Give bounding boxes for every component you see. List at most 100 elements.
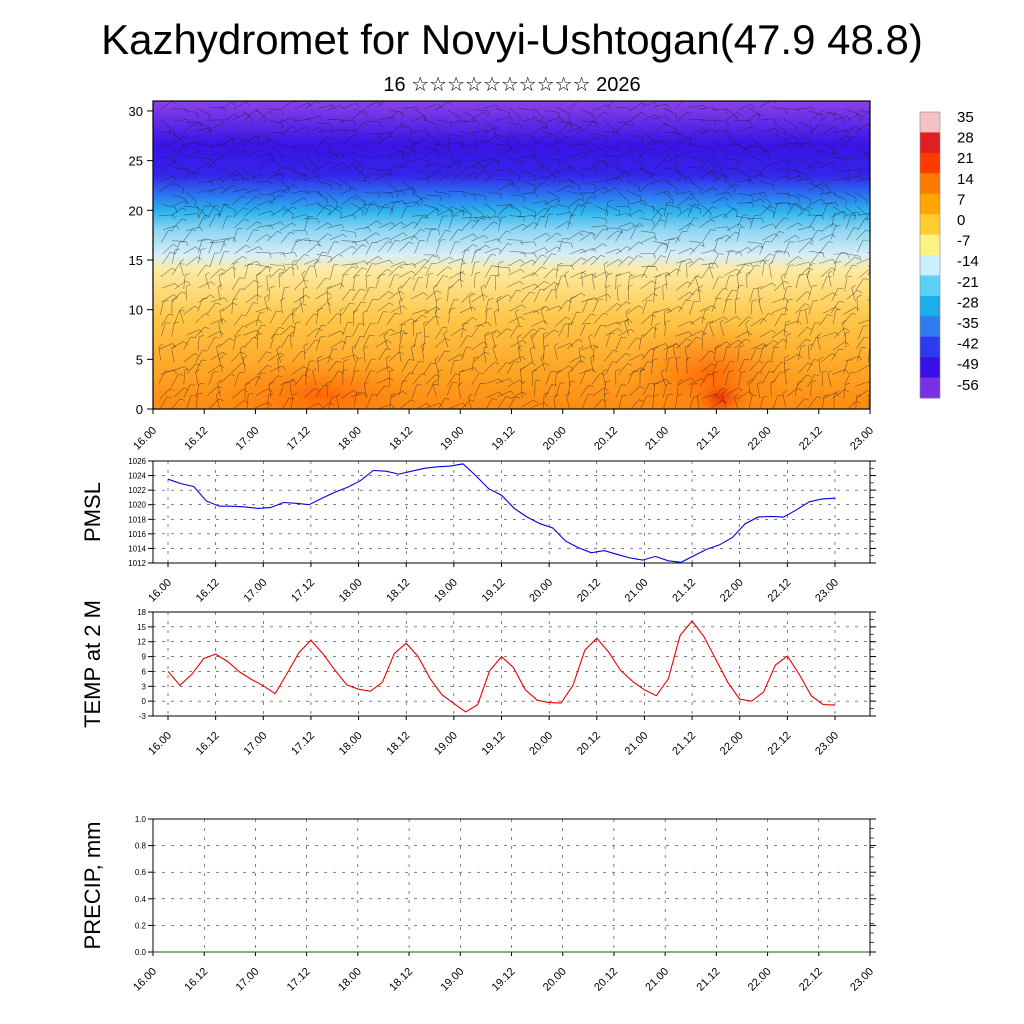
wind-barb [449, 229, 459, 241]
wind-barb [507, 259, 521, 267]
wind-barb [580, 148, 592, 160]
wind-barb-feather [736, 316, 741, 320]
wind-barb-feather [291, 214, 294, 220]
wind-barb-feather [352, 187, 357, 191]
wind-barb [557, 185, 570, 192]
wind-barb-feather [496, 329, 501, 334]
wind-barb-feather [172, 244, 178, 247]
wind-barb [327, 193, 339, 203]
wind-barb [689, 384, 693, 399]
wind-barb-feather [432, 255, 438, 258]
wind-barb [342, 336, 347, 351]
wind-barb [797, 206, 808, 217]
y-axis-title: PRECIP, mm [80, 822, 105, 950]
wind-barb-feather [859, 171, 862, 177]
wind-barb [798, 107, 813, 110]
wind-barb-feather [558, 305, 563, 310]
wind-barb-feather [593, 255, 598, 260]
wind-barb-feather [818, 161, 823, 165]
x-tick-label: 20.12 [592, 425, 620, 453]
wind-barb [401, 359, 409, 372]
wind-barb [160, 157, 175, 159]
wind-barb-feather [387, 172, 392, 177]
wind-barb-feather [797, 380, 803, 383]
wind-barb-feather [411, 270, 416, 275]
wind-barb-feather [219, 364, 225, 368]
wind-barb [867, 298, 870, 301]
wind-barb [783, 241, 790, 255]
wind-barb-feather [258, 149, 264, 154]
wind-barb-feather [421, 342, 427, 346]
wind-barb-feather [515, 152, 518, 158]
wind-barb [819, 191, 834, 195]
wind-barb-feather [688, 197, 693, 201]
wind-barb [232, 389, 244, 399]
wind-barb-feather [761, 218, 764, 223]
wind-barb-feather [422, 314, 427, 318]
wind-barb [208, 186, 222, 192]
wind-barb [485, 309, 488, 324]
wind-barb-feather [672, 342, 678, 346]
wind-barb [483, 104, 497, 109]
wind-barb-feather [879, 180, 881, 185]
wind-barb-feather [534, 283, 539, 288]
wind-barb-feather [378, 101, 383, 106]
wind-barb [713, 226, 728, 229]
wind-barb-feather [305, 126, 310, 131]
wind-barb [663, 237, 678, 242]
wind-barb [652, 395, 654, 409]
wind-barb-feather [660, 255, 666, 258]
wind-barb [493, 311, 497, 326]
wind-barb [770, 347, 775, 362]
wind-barb [471, 206, 484, 215]
wind-barb [474, 383, 481, 397]
wind-barb [615, 106, 630, 109]
wind-barb-feather [241, 195, 247, 199]
wind-barb-feather [472, 233, 478, 238]
wind-barb-feather [259, 174, 264, 179]
wind-barb-feather [293, 392, 299, 395]
wind-barb-feather [476, 120, 480, 125]
wind-barb-feather [505, 396, 511, 398]
wind-barb-feather [301, 303, 307, 306]
wind-barb-feather [653, 236, 658, 241]
wind-barb-feather [508, 267, 511, 273]
wind-barb [630, 226, 637, 240]
wind-barb [179, 262, 184, 276]
wind-barb [471, 372, 480, 385]
wind-barb [426, 170, 438, 181]
wind-barb [204, 275, 210, 289]
wind-barb-feather [626, 363, 632, 366]
wind-barb [869, 346, 870, 348]
wind-barb [246, 229, 254, 243]
wind-barb [545, 167, 556, 178]
wind-barb [627, 209, 641, 217]
wind-barb [412, 196, 424, 207]
x-tick-label: 16.00 [146, 730, 174, 758]
wind-barb-feather [785, 320, 791, 323]
wind-barb-feather [641, 354, 646, 358]
wind-barb-feather [410, 129, 412, 135]
wind-barb [222, 203, 236, 211]
wind-barb [543, 268, 554, 279]
wind-barb-feather [638, 154, 642, 160]
wind-barb-feather [571, 296, 577, 298]
wind-barb-feather [243, 150, 248, 155]
wind-barb [316, 309, 319, 324]
wind-barb [341, 302, 350, 316]
wind-barb-feather [543, 402, 548, 407]
wind-barb-feather [568, 123, 574, 126]
wind-barb-feather [533, 241, 537, 247]
wind-barb-feather [402, 200, 406, 206]
wind-barb [412, 277, 419, 291]
wind-barb [605, 361, 613, 375]
wind-barb-feather [688, 331, 693, 336]
wind-barb [630, 102, 643, 111]
wind-barb-feather [330, 256, 333, 262]
wind-barb [171, 263, 180, 276]
wind-barb-feather [853, 136, 858, 139]
wind-barb [759, 282, 773, 290]
wind-barb-feather [699, 257, 705, 261]
wind-barb [821, 151, 835, 159]
wind-barb [294, 118, 309, 122]
